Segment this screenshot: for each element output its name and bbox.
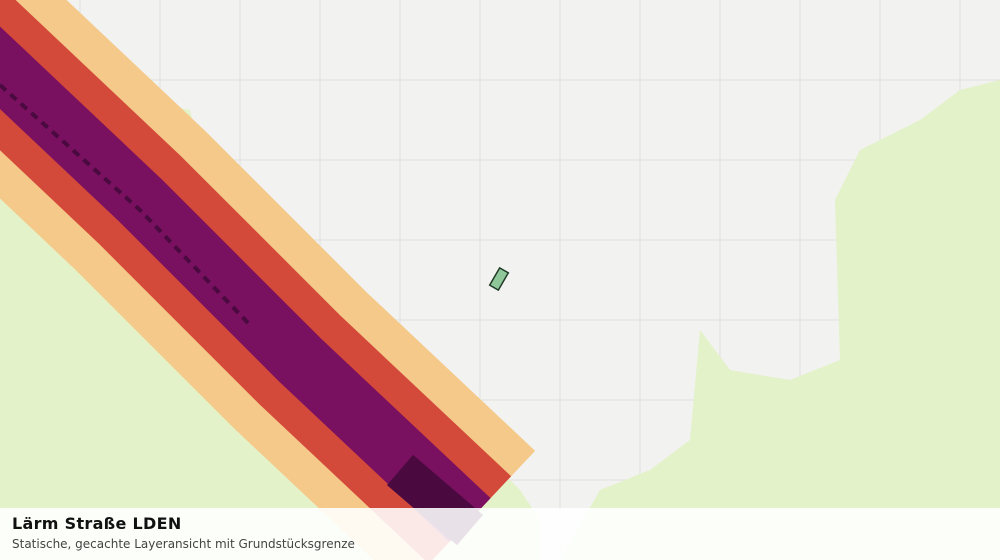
parcel-boundary <box>488 266 510 292</box>
noise-bands <box>0 0 536 560</box>
road-axis <box>0 83 252 327</box>
layer-subtitle: Statische, gecachte Layeransicht mit Gru… <box>12 537 355 551</box>
caption: Lärm Straße LDEN Statische, gecachte Lay… <box>0 508 1000 560</box>
layer-title: Lärm Straße LDEN <box>12 514 182 533</box>
noise-band-65 <box>0 26 491 542</box>
